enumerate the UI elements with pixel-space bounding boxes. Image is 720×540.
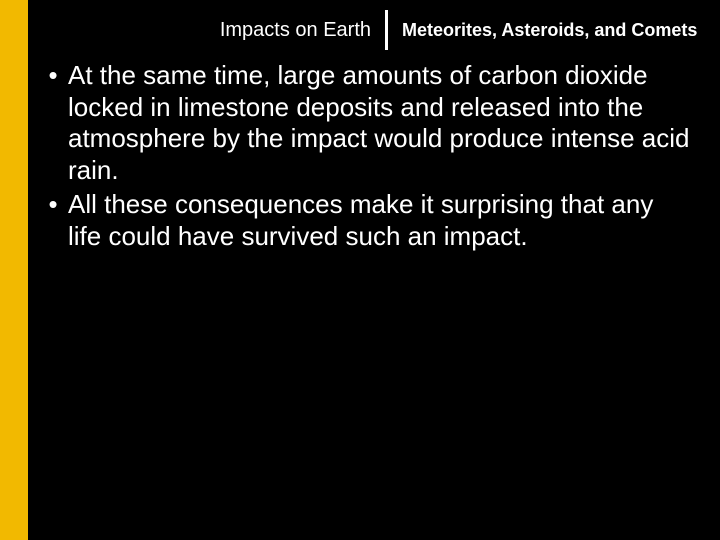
bullet-mark: • [38,60,68,187]
accent-bar [0,0,28,540]
list-item: • All these consequences make it surpris… [38,189,690,252]
bullet-text: All these consequences make it surprisin… [68,189,690,252]
slide-body: • At the same time, large amounts of car… [38,60,690,254]
header-title: Meteorites, Asteroids, and Comets [388,20,700,41]
bullet-mark: • [38,189,68,252]
header-subtitle: Impacts on Earth [120,19,385,42]
list-item: • At the same time, large amounts of car… [38,60,690,187]
slide-header: Impacts on Earth Meteorites, Asteroids, … [120,8,700,52]
bullet-text: At the same time, large amounts of carbo… [68,60,690,187]
